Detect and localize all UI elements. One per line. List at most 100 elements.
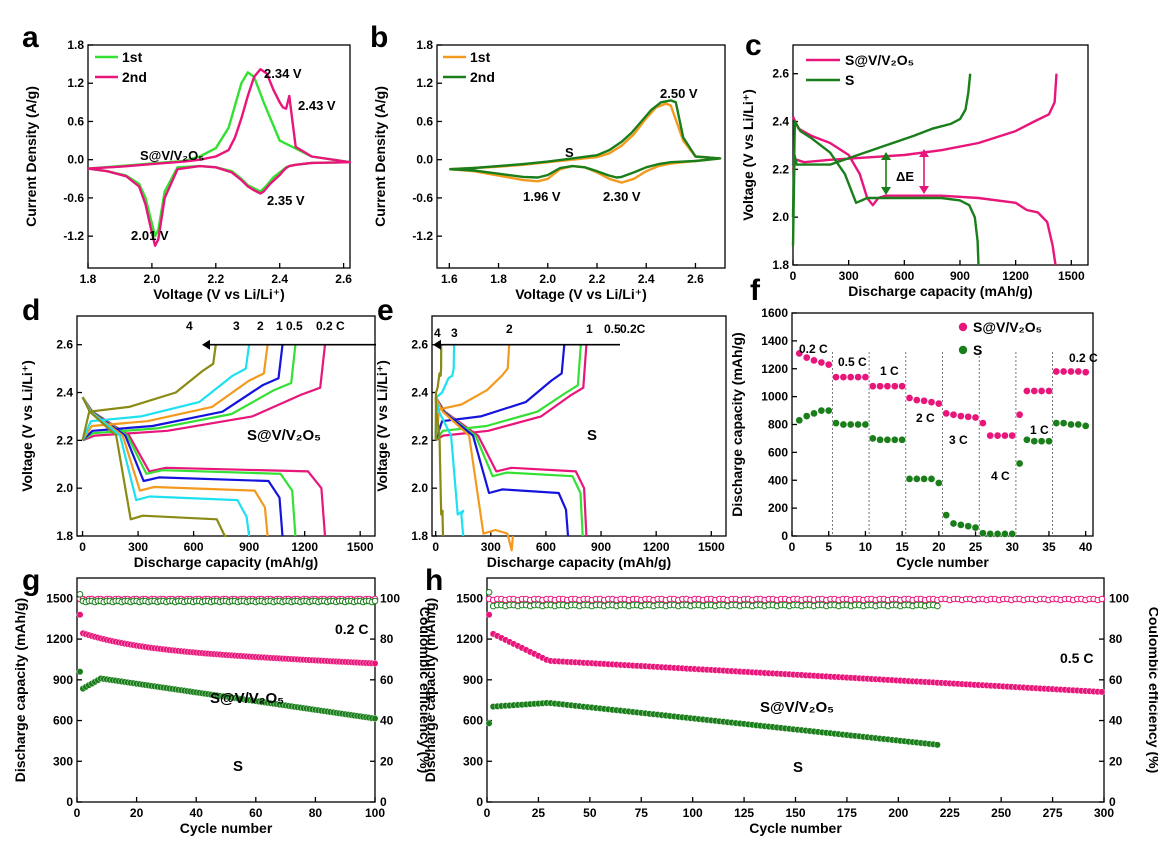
charge-curve-1 xyxy=(81,344,284,442)
x-tick-label: 10 xyxy=(859,540,873,554)
legend-label: 2nd xyxy=(122,69,147,85)
y-axis-label: Voltage (V vs Li/Li⁺) xyxy=(740,89,756,221)
x-tick-label: 275 xyxy=(1043,806,1063,820)
rate-data-point xyxy=(1045,387,1053,395)
peak-label: 2.30 V xyxy=(603,189,641,204)
rate-data-point xyxy=(942,511,951,519)
y-tick-label: 0 xyxy=(476,795,483,809)
y-tick-label: 1.8 xyxy=(67,38,84,52)
y-tick-label: 900 xyxy=(53,673,73,687)
capacity-data-point xyxy=(371,660,379,667)
rate-data-point xyxy=(854,420,862,429)
y-tick-label: 1.2 xyxy=(67,76,84,90)
rate-data-point xyxy=(795,416,804,425)
plot-frame xyxy=(87,44,351,269)
legend-label: S xyxy=(973,342,982,358)
gcd-curve-2 xyxy=(791,73,1058,170)
x-tick-label: 75 xyxy=(635,806,649,820)
x-axis-label: Cycle number xyxy=(896,554,989,570)
rate-data-point xyxy=(795,349,804,358)
ce-data-point xyxy=(485,589,493,596)
rate-data-point xyxy=(927,398,936,407)
rate-label: 2 C xyxy=(916,411,935,425)
arrowhead xyxy=(881,152,891,160)
rate-data-point xyxy=(810,356,818,365)
rate-data-point xyxy=(1059,367,1068,376)
rate-data-point xyxy=(824,406,833,415)
y2-tick-label: 100 xyxy=(1109,591,1129,605)
sample-label: S@V/V₂O₅ xyxy=(247,427,321,444)
x-axis-label: Voltage (V vs Li/Li⁺) xyxy=(153,286,285,302)
rate-data-point xyxy=(817,406,826,415)
y-tick-label: 0 xyxy=(66,795,73,809)
peak-label: 2.01 V xyxy=(131,228,169,243)
y-axis-label: Discharge capacity (mAh/g) xyxy=(729,332,745,516)
rate-label: 0.2C xyxy=(620,322,646,336)
x-tick-label: 1500 xyxy=(1058,269,1085,283)
rate-data-point xyxy=(839,373,848,381)
x-tick-label: 50 xyxy=(583,806,597,820)
y2-tick-label: 80 xyxy=(380,632,394,646)
rate-data-point xyxy=(920,475,928,483)
rate-data-point xyxy=(890,435,899,444)
y-tick-label: -0.6 xyxy=(63,191,84,205)
capacity-data-point xyxy=(934,741,941,749)
charge-curve-4 xyxy=(434,344,443,441)
legend-marker xyxy=(958,322,968,332)
x-tick-label: 15 xyxy=(895,540,909,554)
rate-data-point xyxy=(927,475,936,483)
rate-label: 1 xyxy=(276,319,283,333)
rate-data-point xyxy=(993,431,1002,440)
gcd-curve-1 xyxy=(791,116,1057,266)
x-tick-label: 125 xyxy=(734,806,754,820)
y-tick-label: -0.6 xyxy=(412,191,433,205)
y-axis-label: Current Density (A/g) xyxy=(372,86,388,227)
gcd-curve-4 xyxy=(791,73,972,246)
x-tick-label: 1.8 xyxy=(490,272,507,286)
x-tick-label: 40 xyxy=(1079,540,1093,554)
rate-label: 0.2 C xyxy=(799,342,828,356)
x-tick-label: 100 xyxy=(683,806,703,820)
capacity-data-point xyxy=(485,611,493,619)
capacity-data-point xyxy=(76,611,84,619)
x-tick-label: 0 xyxy=(789,540,796,554)
rate-label: 0.5 xyxy=(604,322,621,336)
x-tick-label: 2.0 xyxy=(144,272,161,286)
panel-b: 1.6 1.8 2.0 2.2 2.4 2.6 1.8 1.2 0.6 0.0 -0.6 -1.2 Vo… xyxy=(370,21,726,302)
legend-label: S@V/V₂O₅ xyxy=(845,52,914,68)
rate-data-point xyxy=(868,434,877,443)
y-tick-label: 1500 xyxy=(46,591,73,605)
rate-data-point xyxy=(964,412,973,421)
x-tick-label: 35 xyxy=(1042,540,1056,554)
y-axis-label: Current Density (A/g) xyxy=(23,86,39,227)
rate-data-point xyxy=(979,419,987,427)
y-tick-label: 2.2 xyxy=(772,162,789,176)
y-tick-label: 600 xyxy=(53,714,73,728)
series-label: S xyxy=(793,759,803,776)
rate-label: 1 C xyxy=(880,364,899,378)
y-tick-label: 900 xyxy=(463,673,483,687)
y-tick-label: 1000 xyxy=(761,390,788,404)
panel-a: 1.8 2.0 2.2 2.4 2.6 1.8 1.2 0.6 0.0 -0.6 -1.2 Volta… xyxy=(22,21,352,302)
rate-data-point xyxy=(986,530,995,538)
capacity-data-point xyxy=(76,668,84,676)
panel-letter: h xyxy=(425,564,443,597)
sample-label: S xyxy=(587,427,597,444)
ce-data-point xyxy=(1098,595,1106,603)
charge-curve-1 xyxy=(434,344,566,441)
ce-data-point xyxy=(76,591,84,598)
y-tick-label: 400 xyxy=(768,473,788,487)
arrowhead xyxy=(919,186,929,194)
x-tick-label: 175 xyxy=(837,806,857,820)
y-tick-label: 800 xyxy=(768,418,788,432)
x-tick-label: 250 xyxy=(991,806,1011,820)
rate-data-point xyxy=(993,530,1002,538)
rate-data-point xyxy=(802,353,811,362)
rate-data-point xyxy=(971,413,980,422)
rate-data-point xyxy=(986,431,995,440)
rate-data-point xyxy=(810,409,818,418)
legend-label: S@V/V₂O₅ xyxy=(973,319,1042,335)
rate-data-point xyxy=(883,435,892,444)
y-tick-label: 0.0 xyxy=(67,153,84,167)
y-tick-label: 1.8 xyxy=(416,38,433,52)
